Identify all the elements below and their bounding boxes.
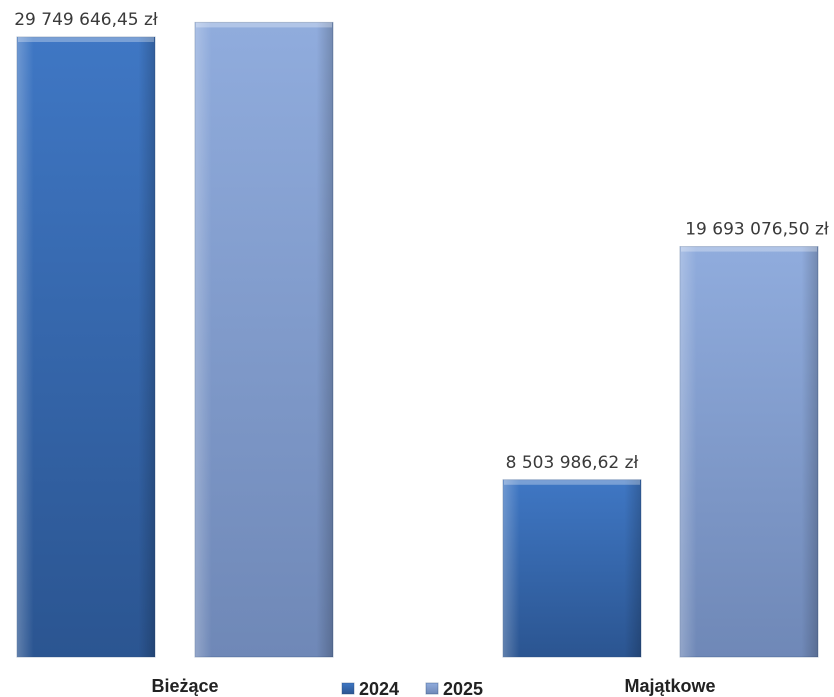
bar-2025-biezace [194, 21, 334, 658]
legend-item-2024: 2024 [341, 679, 399, 697]
data-label-2025-1: 19 693 076,50 zł [685, 220, 829, 240]
legend-item-2025: 2025 [425, 679, 483, 697]
legend-label-2024: 2024 [359, 679, 399, 697]
bar-2024-biezace [16, 36, 156, 658]
legend-swatch-2024 [341, 682, 355, 695]
bar-2025-majatkowe [679, 246, 819, 658]
category-label-1: Majątkowe [624, 676, 715, 696]
data-label-2024-1: 8 503 986,62 zł [506, 453, 639, 473]
data-label-2024-0: 29 749 646,45 zł [14, 10, 158, 30]
legend: 2024 2025 [341, 679, 483, 697]
category-label-0: Bieżące [151, 676, 218, 696]
bar-2024-majatkowe [502, 479, 642, 658]
legend-swatch-2025 [425, 682, 439, 695]
legend-label-2025: 2025 [443, 679, 483, 697]
